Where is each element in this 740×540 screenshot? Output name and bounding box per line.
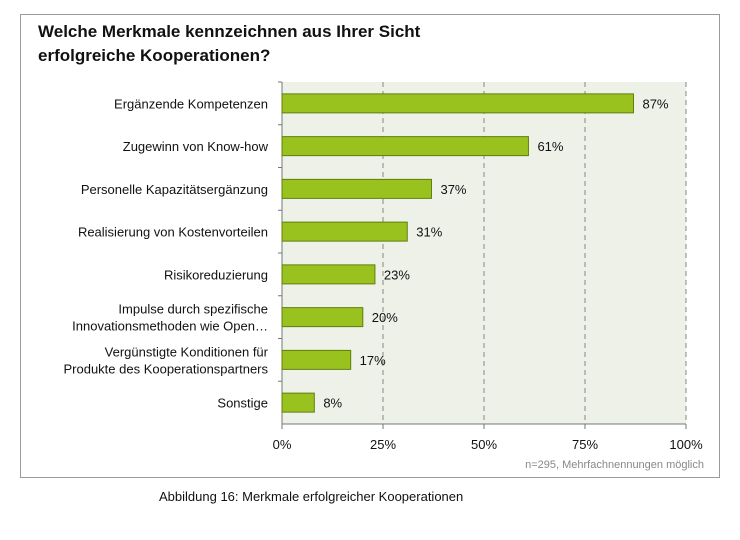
bar-3 — [281, 221, 408, 242]
category-label-line: Impulse durch spezifische — [118, 302, 268, 317]
category-label-line: Risikoreduzierung — [164, 267, 268, 282]
chart-title-line-1: Welche Merkmale kennzeichnen aus Ihrer S… — [38, 22, 421, 41]
bar-1 — [281, 136, 529, 157]
value-label-2: 37% — [440, 182, 466, 197]
category-label-line: Produkte des Kooperationspartners — [63, 361, 268, 376]
bar-0 — [281, 93, 634, 114]
category-label-1: Zugewinn von Know-how — [123, 139, 269, 154]
sample-note: n=295, Mehrfachnennungen möglich — [525, 459, 704, 471]
category-label-line: Sonstige — [217, 396, 268, 411]
bar-6 — [281, 349, 352, 370]
figure-caption: Abbildung 16: Merkmale erfolgreicher Koo… — [159, 489, 464, 504]
category-label-0: Ergänzende Kompetenzen — [114, 96, 268, 111]
x-tick-label-100: 100% — [669, 437, 703, 452]
value-label-7: 8% — [323, 396, 342, 411]
bar-4 — [281, 264, 376, 285]
value-label-0: 87% — [642, 96, 668, 111]
category-label-line: Innovationsmethoden wie Open… — [72, 319, 268, 334]
category-label-2: Personelle Kapazitätsergänzung — [81, 182, 268, 197]
category-label-line: Vergünstigte Konditionen für — [105, 344, 269, 359]
value-label-4: 23% — [384, 267, 410, 282]
x-tick-label-50: 50% — [471, 437, 497, 452]
category-label-7: Sonstige — [217, 396, 268, 411]
chart-title-line-2: erfolgreiche Kooperationen? — [38, 46, 271, 65]
x-tick-label-25: 25% — [370, 437, 396, 452]
category-label-5: Impulse durch spezifische Innovationsmeth… — [72, 302, 268, 334]
bar-2 — [281, 178, 432, 199]
category-label-6: Vergünstigte Konditionen für Produkte des… — [63, 344, 268, 376]
value-label-6: 17% — [360, 353, 386, 368]
value-label-5: 20% — [372, 310, 398, 325]
x-tick-label-75: 75% — [572, 437, 598, 452]
category-label-line: Zugewinn von Know-how — [123, 139, 269, 154]
x-tick-label-0: 0% — [273, 437, 292, 452]
category-label-line: Realisierung von Kostenvorteilen — [78, 225, 268, 240]
bar-7 — [281, 392, 315, 413]
chart-title: Welche Merkmale kennzeichnen aus Ihrer S… — [38, 20, 678, 68]
value-label-3: 31% — [416, 225, 442, 240]
category-label-4: Risikoreduzierung — [164, 267, 268, 282]
category-label-line: Ergänzende Kompetenzen — [114, 96, 268, 111]
category-label-3: Realisierung von Kostenvorteilen — [78, 225, 268, 240]
category-label-line: Personelle Kapazitätsergänzung — [81, 182, 268, 197]
bar-5 — [281, 307, 364, 328]
value-label-1: 61% — [537, 139, 563, 154]
